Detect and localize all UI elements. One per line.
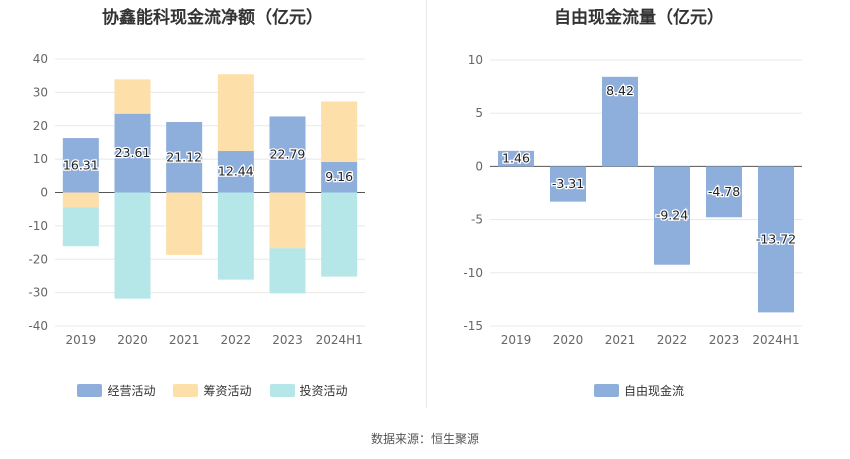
bar-投资活动	[321, 192, 358, 277]
bar-投资活动	[217, 192, 254, 280]
y-tick-label: 0	[475, 159, 483, 173]
bar-投资活动	[62, 207, 99, 247]
bar-筹资活动	[62, 192, 99, 208]
data-label: 9.16	[325, 169, 353, 184]
free-cash-flow-chart: 自由现金流量（亿元） 10 5 0 -5 -10 -15 2019 2020 2021 2022 2…	[428, 0, 850, 410]
bar-投资活动	[269, 248, 306, 294]
x-tick-label: 2021	[169, 333, 200, 347]
legend-label: 经营活动	[107, 384, 156, 398]
data-label: 21.12	[166, 149, 202, 164]
chart-divider	[426, 0, 427, 408]
y-tick-label: 30	[33, 85, 48, 99]
chart-legend: 经营活动 筹资活动 投资活动	[0, 382, 425, 399]
x-tick-label: 2023	[709, 333, 740, 347]
cash-flow-plot: 40 30 20 10 0 -10 -20 -30 -40 2019 2020 2021 2022 202…	[28, 52, 365, 347]
legend-item-operating[interactable]: 经营活动	[77, 382, 155, 399]
data-label: -3.31	[552, 176, 584, 191]
data-label: 8.42	[606, 83, 634, 98]
bar-经营活动	[114, 113, 151, 193]
data-source: 数据来源：恒生聚源	[370, 432, 479, 446]
y-tick-label: -15	[463, 319, 483, 333]
x-tick-label: 2023	[272, 333, 303, 347]
y-tick-label: -30	[28, 286, 48, 300]
legend-swatch-investing	[269, 384, 295, 397]
bar-经营活动	[166, 122, 203, 193]
x-tick-label: 2020	[553, 333, 584, 347]
bar-自由现金流	[758, 166, 794, 313]
y-tick-label: -40	[28, 319, 48, 333]
y-tick-label: -10	[28, 219, 48, 233]
legend-swatch-financing	[173, 384, 199, 397]
legend-swatch-operating	[77, 384, 103, 397]
bar-经营活动	[62, 138, 99, 193]
y-tick-label: 10	[468, 53, 483, 67]
y-tick-label: -10	[463, 266, 483, 280]
chart-title: 协鑫能科现金流净额（亿元）	[102, 8, 323, 28]
bar-经营活动	[269, 116, 306, 193]
bar-自由现金流	[550, 166, 586, 202]
legend-item-financing[interactable]: 筹资活动	[173, 382, 252, 399]
bar-经营活动	[321, 161, 358, 193]
bar-自由现金流	[498, 150, 534, 167]
bar-筹资活动	[321, 101, 358, 162]
legend-label: 自由现金流	[623, 384, 684, 398]
legend-item-investing[interactable]: 投资活动	[269, 382, 348, 399]
x-tick-label: 2022	[657, 333, 688, 347]
y-tick-label: 0	[40, 186, 48, 200]
bar-筹资活动	[166, 192, 203, 255]
bar-经营活动	[217, 150, 254, 193]
data-label: -9.24	[656, 208, 688, 223]
y-tick-label: -20	[28, 252, 48, 266]
chart-legend: 自由现金流	[428, 382, 850, 399]
cash-flow-chart: 协鑫能科现金流净额（亿元） 40 30 20 10 0 -10 -20 -30 -40 2019 2…	[0, 0, 425, 410]
x-tick-label: 2019	[66, 333, 97, 347]
x-tick-label: 2024H1	[316, 333, 363, 347]
y-tick-label: 5	[475, 106, 483, 120]
x-tick-label: 2020	[117, 333, 148, 347]
bar-自由现金流	[602, 76, 638, 167]
x-tick-label: 2024H1	[752, 333, 799, 347]
y-tick-label: 40	[33, 52, 48, 66]
x-tick-label: 2019	[501, 333, 532, 347]
y-tick-label: -5	[471, 213, 483, 227]
data-label: -13.72	[756, 231, 796, 246]
legend-item-fcf[interactable]: 自由现金流	[593, 382, 684, 399]
chart-title: 自由现金流量（亿元）	[554, 8, 724, 28]
bar-投资活动	[114, 192, 151, 299]
bar-自由现金流	[654, 166, 690, 265]
bar-筹资活动	[114, 79, 151, 114]
legend-label: 筹资活动	[203, 384, 252, 398]
data-label: 22.79	[270, 146, 306, 161]
y-tick-label: 20	[33, 119, 48, 133]
x-tick-label: 2021	[605, 333, 636, 347]
data-label: -4.78	[708, 184, 740, 199]
legend-swatch-fcf	[593, 384, 619, 397]
data-label: 1.46	[502, 151, 530, 166]
legend-label: 投资活动	[299, 384, 348, 398]
bar-筹资活动	[269, 192, 306, 249]
data-label: 16.31	[63, 157, 99, 172]
bar-筹资活动	[217, 74, 254, 151]
data-label: 23.61	[115, 145, 151, 160]
bar-自由现金流	[706, 166, 742, 218]
y-tick-label: 10	[33, 152, 48, 166]
x-tick-label: 2022	[221, 333, 252, 347]
data-label: 12.44	[218, 164, 254, 179]
free-cash-flow-plot: 10 5 0 -5 -10 -15 2019 2020 2021 2022 2023 2024H1 1.…	[463, 53, 802, 347]
